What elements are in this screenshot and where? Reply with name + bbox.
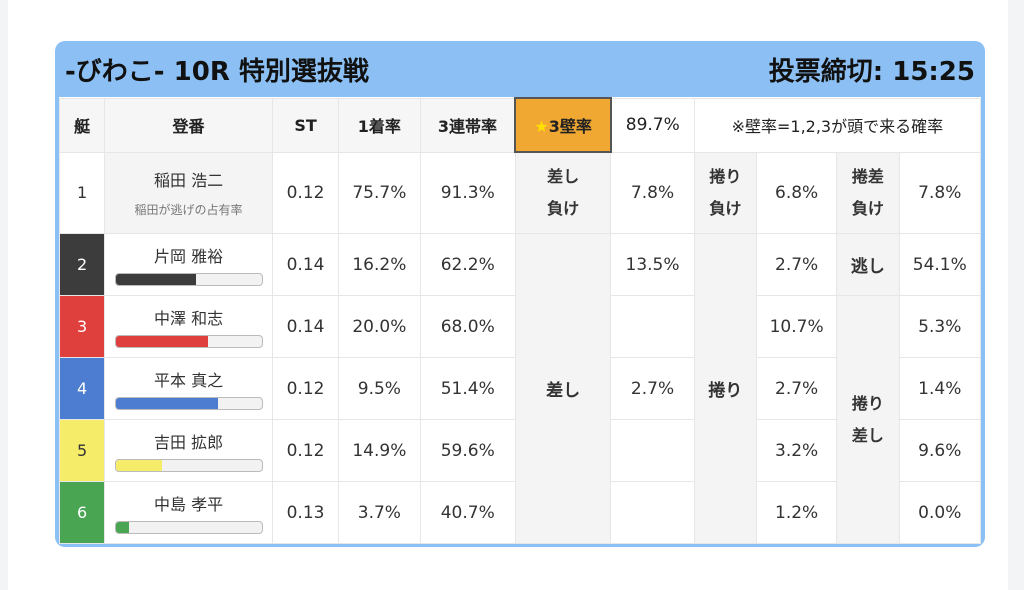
col-win1: 1着率 bbox=[338, 97, 421, 153]
win1-value: 3.7% bbox=[338, 481, 421, 544]
sashi-value bbox=[610, 295, 695, 358]
col-entry: 登番 bbox=[104, 97, 273, 153]
makurisashi-label: 捲り 差し bbox=[836, 295, 900, 544]
col-kabe: ★3壁率 bbox=[514, 97, 612, 153]
top3-value: 68.0% bbox=[419, 295, 516, 358]
table-row: 2 片岡 雅裕 0.14 16.2% 62.2% 差し 13.5% 捲り 2.7… bbox=[58, 233, 982, 544]
win1-value: 20.0% bbox=[338, 295, 421, 358]
racer-cell: 片岡 雅裕 bbox=[104, 233, 273, 296]
col-kabe-label: 3壁率 bbox=[548, 117, 592, 136]
nige-value: 54.1% bbox=[898, 233, 982, 296]
racer-rate-bar bbox=[114, 459, 263, 472]
racer-name: 中澤 和志 bbox=[154, 309, 224, 328]
racer-rate-fill bbox=[115, 398, 218, 409]
racer-subtext: 稲田が逃げの占有率 bbox=[134, 203, 243, 218]
table-row: 5 吉田 拡郎 0.12 14.9% 59.6% 3.2% 9.6% bbox=[58, 419, 982, 482]
makuri-value: 3.2% bbox=[755, 419, 838, 482]
makuri-make-value: 6.8% bbox=[755, 151, 838, 234]
racer-cell: 中澤 和志 bbox=[104, 295, 273, 358]
racer-rate-bar bbox=[114, 273, 263, 286]
makuri-value: 2.7% bbox=[755, 357, 838, 420]
racer-rate-fill bbox=[115, 274, 196, 285]
win1-value: 9.5% bbox=[338, 357, 421, 420]
makuri-value: 2.7% bbox=[755, 233, 838, 296]
race-header: -びわこ- 10R 特別選抜戦 投票締切: 15:25 bbox=[59, 41, 981, 97]
racer-rate-fill bbox=[115, 460, 163, 471]
makurisashi-make-value: 7.8% bbox=[898, 151, 982, 234]
win1-value: 16.2% bbox=[338, 233, 421, 296]
makuri-value: 1.2% bbox=[755, 481, 838, 544]
makurisashi-make-label: 捲差 負け bbox=[836, 151, 900, 234]
racer-name: 中島 孝平 bbox=[154, 495, 224, 514]
makurisashi-value: 1.4% bbox=[898, 357, 982, 420]
racer-rate-fill bbox=[115, 336, 208, 347]
makurisashi-value: 9.6% bbox=[898, 419, 982, 482]
col-top3: 3連帯率 bbox=[419, 97, 516, 153]
st-value: 0.12 bbox=[271, 419, 340, 482]
racer-cell: 稲田 浩二 稲田が逃げの占有率 bbox=[104, 151, 273, 234]
top3-value: 91.3% bbox=[419, 151, 516, 234]
header-row: 艇 登番 ST 1着率 3連帯率 ★3壁率 89.7% ※壁率=1,2,3が頭で… bbox=[58, 97, 982, 153]
table-row: 3 中澤 和志 0.14 20.0% 68.0% 10.7% 捲り 差し 5.3… bbox=[58, 295, 982, 544]
sashi-value bbox=[610, 419, 695, 482]
kabe-note: ※壁率=1,2,3が頭で来る確率 bbox=[693, 97, 982, 153]
nige-label: 逃し bbox=[836, 233, 900, 296]
makurisashi-value: 5.3% bbox=[898, 295, 982, 358]
makuri-make-label: 捲り 負け bbox=[693, 151, 757, 234]
top3-value: 51.4% bbox=[419, 357, 516, 420]
table-row: 6 中島 孝平 0.13 3.7% 40.7% 1.2% 0.0% bbox=[58, 481, 982, 544]
st-value: 0.14 bbox=[271, 295, 340, 358]
boat-number-4: 4 bbox=[58, 357, 106, 420]
top3-value: 62.2% bbox=[419, 233, 516, 296]
kabe-value: 89.7% bbox=[610, 97, 695, 153]
table-row: 1 稲田 浩二 稲田が逃げの占有率 0.12 75.7% 91.3% 差し 負け… bbox=[58, 151, 982, 234]
racer-rate-fill bbox=[115, 522, 129, 533]
table-row: 4 平本 真之 0.12 9.5% 51.4% 2.7% 2.7% 1.4% bbox=[58, 357, 982, 420]
makuri-label: 捲り bbox=[693, 233, 757, 544]
racer-name: 稲田 浩二 bbox=[154, 171, 224, 191]
st-value: 0.12 bbox=[271, 151, 340, 234]
top3-value: 40.7% bbox=[419, 481, 516, 544]
racer-rate-bar bbox=[114, 335, 263, 348]
win1-value: 14.9% bbox=[338, 419, 421, 482]
vote-deadline: 投票締切: 15:25 bbox=[768, 56, 975, 87]
win1-value: 75.7% bbox=[338, 151, 421, 234]
sashi-label: 差し bbox=[514, 233, 612, 544]
racer-rate-bar bbox=[114, 521, 263, 534]
racer-name: 平本 真之 bbox=[154, 371, 224, 390]
st-value: 0.13 bbox=[271, 481, 340, 544]
boat-number-3: 3 bbox=[58, 295, 106, 358]
makurisashi-value: 0.0% bbox=[898, 481, 982, 544]
racer-cell: 吉田 拡郎 bbox=[104, 419, 273, 482]
boat-number-1: 1 bbox=[58, 151, 106, 234]
boat-number-6: 6 bbox=[58, 481, 106, 544]
sashi-make-label: 差し 負け bbox=[514, 151, 612, 234]
star-icon: ★ bbox=[534, 117, 549, 136]
st-value: 0.14 bbox=[271, 233, 340, 296]
sashi-value: 2.7% bbox=[610, 357, 695, 420]
sashi-value bbox=[610, 481, 695, 544]
racer-cell: 中島 孝平 bbox=[104, 481, 273, 544]
race-title: -びわこ- 10R 特別選抜戦 bbox=[65, 56, 369, 87]
boat-number-5: 5 bbox=[58, 419, 106, 482]
race-card: -びわこ- 10R 特別選抜戦 投票締切: 15:25 艇 登番 ST 1着率 … bbox=[55, 41, 985, 547]
boat-number-2: 2 bbox=[58, 233, 106, 296]
stats-table: 艇 登番 ST 1着率 3連帯率 ★3壁率 89.7% ※壁率=1,2,3が頭で… bbox=[58, 97, 982, 544]
sashi-value: 13.5% bbox=[610, 233, 695, 296]
st-value: 0.12 bbox=[271, 357, 340, 420]
page: -びわこ- 10R 特別選抜戦 投票締切: 15:25 艇 登番 ST 1着率 … bbox=[8, 0, 1008, 590]
racer-rate-bar bbox=[114, 397, 263, 410]
top3-value: 59.6% bbox=[419, 419, 516, 482]
col-st: ST bbox=[271, 97, 340, 153]
sashi-make-value: 7.8% bbox=[610, 151, 695, 234]
racer-cell: 平本 真之 bbox=[104, 357, 273, 420]
racer-name: 片岡 雅裕 bbox=[154, 247, 224, 266]
col-boat: 艇 bbox=[58, 97, 106, 153]
racer-name: 吉田 拡郎 bbox=[154, 433, 224, 452]
makuri-value: 10.7% bbox=[755, 295, 838, 358]
